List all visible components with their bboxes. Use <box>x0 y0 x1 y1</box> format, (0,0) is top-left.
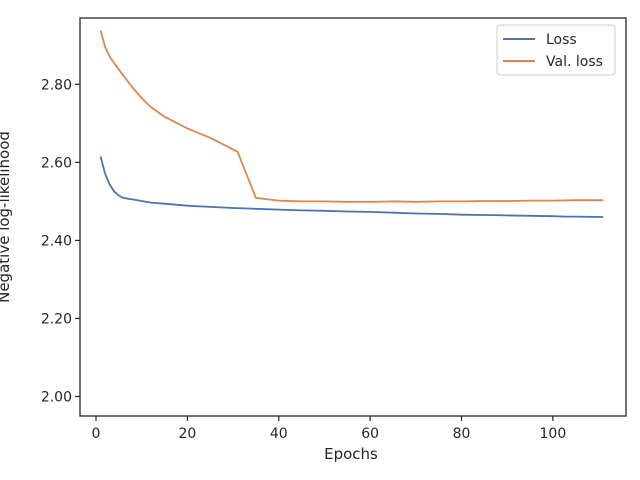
plot-frame <box>79 17 627 417</box>
legend-label-loss: Loss <box>546 32 577 48</box>
x-tick-label: 20 <box>178 426 196 442</box>
x-tick-label: 100 <box>540 426 567 442</box>
y-tick-label: 2.60 <box>41 155 72 171</box>
x-tick-label: 0 <box>92 426 101 442</box>
x-tick-label: 80 <box>453 426 471 442</box>
x-tick-label: 60 <box>361 426 379 442</box>
y-tick-label: 2.80 <box>41 77 72 93</box>
x-tick-label: 40 <box>270 426 288 442</box>
series-layer <box>99 30 604 218</box>
legend: Loss Val. loss <box>496 24 616 76</box>
legend-box <box>496 24 616 76</box>
y-axis-label: Negative log-likelihood <box>0 131 13 303</box>
y-axis: 2.00 2.20 2.40 2.60 2.80 <box>41 77 80 405</box>
legend-label-val-loss: Val. loss <box>546 54 603 70</box>
series-line-loss <box>99 156 604 218</box>
series-line-val-loss <box>99 30 604 203</box>
x-axis: 0 20 40 60 80 100 <box>92 416 567 442</box>
y-tick-label: 2.20 <box>41 311 72 327</box>
y-tick-label: 2.40 <box>41 233 72 249</box>
x-axis-label: Epochs <box>324 445 378 463</box>
y-tick-label: 2.00 <box>41 389 72 405</box>
